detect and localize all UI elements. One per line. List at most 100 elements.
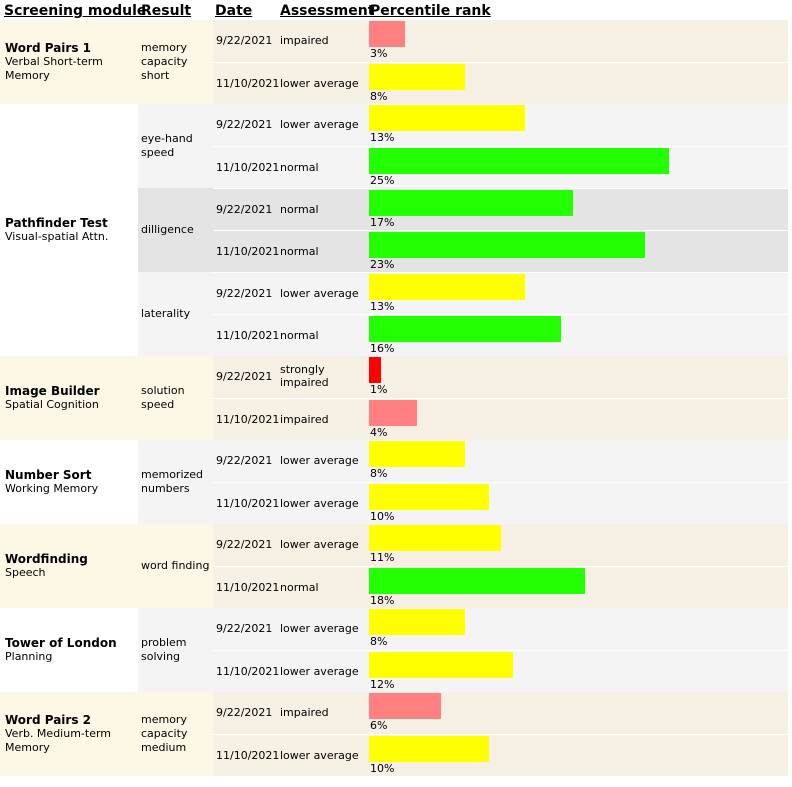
percentile-value: 13% — [370, 300, 395, 313]
date-cell: 11/10/2021 — [216, 665, 280, 678]
assessment-cell: strongly impaired — [280, 363, 329, 389]
table-row: 11/10/2021 lower average 12% — [213, 650, 788, 692]
percentile-value: 13% — [370, 131, 395, 144]
percentile-bar — [369, 232, 645, 258]
percentile-value: 4% — [370, 426, 388, 439]
percentile-bar — [369, 105, 525, 131]
percentile-bar — [369, 190, 573, 216]
module-name: Pathfinder Test — [5, 216, 108, 230]
module-name: Tower of London — [5, 636, 117, 650]
date-cell: 9/22/2021 — [216, 203, 273, 216]
percentile-bar — [369, 693, 441, 719]
date-cell: 9/22/2021 — [216, 622, 273, 635]
table-row: 9/22/2021 impaired 6% — [213, 692, 788, 734]
assessment-cell: lower average — [280, 497, 359, 510]
percentile-bar — [369, 21, 405, 47]
module-cell: Number Sort Working Memory — [0, 440, 138, 524]
date-cell: 11/10/2021 — [216, 497, 280, 510]
percentile-bar — [369, 64, 465, 90]
table-row: 9/22/2021 impaired 3% — [213, 20, 788, 62]
header-date: Date — [215, 3, 253, 19]
percentile-bar — [369, 736, 489, 762]
date-cell: 9/22/2021 — [216, 370, 273, 383]
module-name: Word Pairs 1 — [5, 41, 92, 55]
date-cell: 11/10/2021 — [216, 245, 280, 258]
module-subtitle: Visual-spatial Attn. — [5, 230, 109, 243]
module-subtitle: Verb. Medium-term Memory — [5, 727, 112, 754]
percentile-value: 11% — [370, 551, 395, 564]
table-row: 11/10/2021 lower average 8% — [213, 62, 788, 104]
percentile-value: 16% — [370, 342, 395, 355]
module-cell: Word Pairs 2 Verb. Medium-term Memory — [0, 692, 138, 776]
date-cell: 9/22/2021 — [216, 118, 273, 131]
table-row: 11/10/2021 normal 25% — [213, 146, 788, 188]
table-row: 9/22/2021 lower average 13% — [213, 104, 788, 146]
table-row: 11/10/2021 normal 16% — [213, 314, 788, 356]
percentile-value: 17% — [370, 216, 395, 229]
module-name: Wordfinding — [5, 552, 88, 566]
result-label: memorized numbers — [138, 440, 213, 524]
table-row: 9/22/2021 lower average 11% — [213, 524, 788, 566]
assessment-cell: impaired — [280, 706, 329, 719]
date-cell: 9/22/2021 — [216, 454, 273, 467]
table-row: 9/22/2021 lower average 8% — [213, 608, 788, 650]
result-label: solution speed — [138, 356, 213, 440]
module-cell: Wordfinding Speech — [0, 524, 138, 608]
assessment-cell: lower average — [280, 749, 359, 762]
percentile-bar — [369, 652, 513, 678]
result-label: memory capacity medium — [138, 692, 213, 776]
module-cell: Word Pairs 1 Verbal Short-term Memory — [0, 20, 138, 104]
module-subtitle: Spatial Cognition — [5, 398, 99, 411]
module-cell: Image Builder Spatial Cognition — [0, 356, 138, 440]
date-cell: 11/10/2021 — [216, 749, 280, 762]
table-row: 11/10/2021 impaired 4% — [213, 398, 788, 440]
percentile-bar — [369, 609, 465, 635]
module-subtitle: Verbal Short-term Memory — [5, 55, 103, 82]
percentile-bar — [369, 525, 501, 551]
result-label: laterality — [138, 272, 213, 356]
percentile-bar — [369, 316, 561, 342]
assessment-cell: lower average — [280, 287, 359, 300]
table-row: 11/10/2021 lower average 10% — [213, 482, 788, 524]
table-row: 11/10/2021 normal 23% — [213, 230, 788, 272]
percentile-value: 10% — [370, 510, 395, 523]
table-row: 11/10/2021 lower average 10% — [213, 734, 788, 776]
assessment-cell: lower average — [280, 77, 359, 90]
percentile-bar — [369, 274, 525, 300]
table-row: 9/22/2021 normal 17% — [213, 188, 788, 230]
assessment-cell: normal — [280, 329, 319, 342]
result-label: memory capacity short — [138, 20, 213, 104]
date-cell: 11/10/2021 — [216, 329, 280, 342]
date-cell: 11/10/2021 — [216, 581, 280, 594]
date-cell: 11/10/2021 — [216, 413, 280, 426]
assessment-cell: lower average — [280, 454, 359, 467]
header-percentile-rank: Percentile rank — [370, 3, 491, 19]
module-cell: Tower of London Planning — [0, 608, 138, 692]
percentile-value: 12% — [370, 678, 395, 691]
date-cell: 9/22/2021 — [216, 538, 273, 551]
result-label: word finding — [138, 524, 213, 608]
percentile-bar — [369, 148, 669, 174]
percentile-bar — [369, 484, 489, 510]
assessment-cell: normal — [280, 581, 319, 594]
table-row: 9/22/2021 strongly impaired 1% — [213, 356, 788, 398]
percentile-value: 8% — [370, 467, 388, 480]
percentile-value: 1% — [370, 383, 388, 396]
percentile-value: 18% — [370, 594, 395, 607]
module-name: Image Builder — [5, 384, 100, 398]
result-label: dilligence — [138, 188, 213, 272]
module-subtitle: Working Memory — [5, 482, 99, 495]
assessment-cell: lower average — [280, 665, 359, 678]
assessment-cell: lower average — [280, 622, 359, 635]
module-name: Word Pairs 2 — [5, 713, 92, 727]
result-label: problem solving — [138, 608, 213, 692]
date-cell: 11/10/2021 — [216, 77, 280, 90]
date-cell: 11/10/2021 — [216, 161, 280, 174]
percentile-value: 3% — [370, 47, 388, 60]
assessment-cell: normal — [280, 245, 319, 258]
table-row: 9/22/2021 lower average 13% — [213, 272, 788, 314]
percentile-bar — [369, 568, 585, 594]
module-subtitle: Planning — [5, 650, 53, 663]
assessment-cell: normal — [280, 203, 319, 216]
module-cell: Pathfinder Test Visual-spatial Attn. — [0, 104, 138, 356]
